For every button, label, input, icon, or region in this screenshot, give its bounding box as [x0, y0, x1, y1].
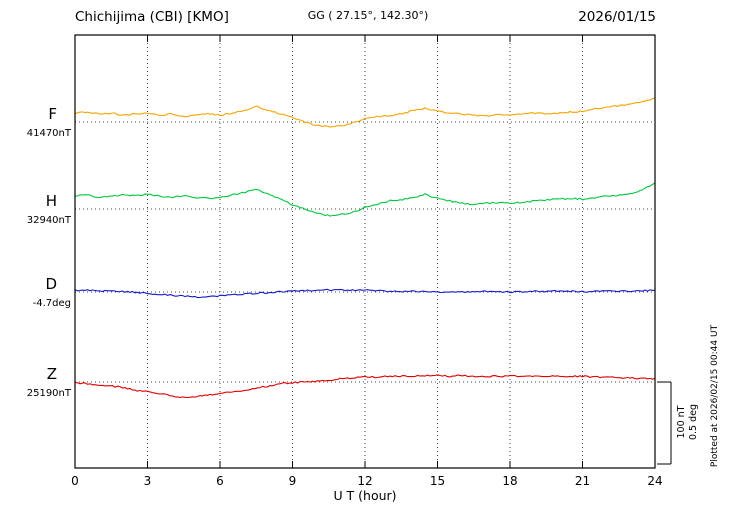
x-tick-label-18: 18	[502, 474, 517, 488]
geographic-coordinates: GG ( 27.15°, 142.30°)	[308, 9, 429, 22]
plot-border	[74, 34, 656, 469]
baseline-dotted-lines	[75, 121, 655, 383]
x-tick-label-12: 12	[357, 474, 372, 488]
chart-date: 2026/01/15	[578, 9, 656, 25]
x-tick-label-3: 3	[144, 474, 152, 488]
trace-Z	[74, 374, 656, 399]
station-title: Chichijima (CBI) [KMO]	[75, 9, 229, 25]
x-axis-ticks: 0 3 6 9 12 15 18 21 24	[71, 35, 663, 488]
x-tick-label-0: 0	[71, 474, 79, 488]
x-tick-label-9: 9	[289, 474, 297, 488]
series-baseline-value-F: 41470nT	[27, 128, 72, 139]
x-tick-label-24: 24	[647, 474, 662, 488]
scale-bar-deg-label: 0.5 deg	[688, 404, 699, 440]
trace-F	[74, 97, 656, 128]
series-label-F: F	[48, 105, 57, 123]
series-label-D: D	[45, 275, 57, 293]
x-tick-label-15: 15	[430, 474, 445, 488]
series-traces	[74, 97, 656, 399]
series-baseline-value-Z: 25190nT	[27, 388, 72, 399]
series-label-Z: Z	[47, 365, 57, 383]
x-tick-label-21: 21	[575, 474, 590, 488]
x-axis-label: U T (hour)	[333, 488, 396, 503]
trace-H	[74, 182, 656, 217]
trace-D	[74, 288, 656, 299]
series-baseline-value-D: -4.7deg	[33, 298, 71, 309]
x-tick-label-6: 6	[216, 474, 224, 488]
gridlines	[147, 35, 583, 468]
plotted-at-note: Plotted at 2026/02/15 00:44 UT	[710, 324, 720, 467]
series-label-H: H	[46, 192, 57, 210]
scale-bar-nt-label: 100 nT	[676, 405, 687, 438]
series-baseline-value-H: 32940nT	[27, 215, 72, 226]
series-labels: F 41470nT H 32940nT D -4.7deg Z 25190nT	[27, 105, 72, 399]
